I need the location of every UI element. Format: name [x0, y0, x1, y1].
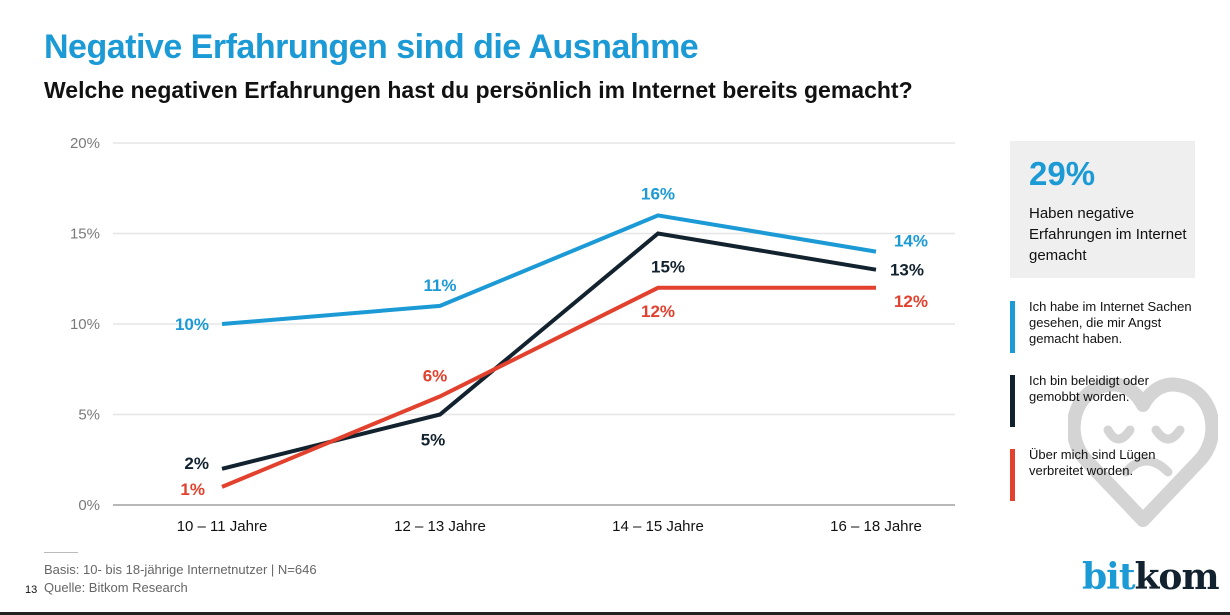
- legend-label: Ich bin beleidigt oder gemobbt worden.: [1029, 373, 1149, 404]
- page-number: 13: [25, 584, 38, 596]
- footer-source: Quelle: Bitkom Research: [44, 580, 188, 595]
- logo-part-bit: bit: [1082, 556, 1135, 598]
- y-axis-ticks: 0% 5% 10% 15% 20%: [70, 135, 100, 514]
- y-tick-label: 10%: [70, 316, 100, 333]
- data-label: 15%: [651, 258, 685, 277]
- page-subtitle: Welche negativen Erfahrungen hast du per…: [44, 77, 913, 103]
- line-chart: 0% 5% 10% 15% 20% 10 – 11 Jahre 12 – 13 Jahre…: [70, 135, 955, 535]
- heart-smile-icon: [1068, 377, 1218, 527]
- kpi-text: Haben negative Erfahrungen im Internet g…: [1029, 205, 1187, 264]
- page-title: Negative Erfahrungen sind die Ausnahme: [44, 28, 699, 66]
- y-tick-label: 5%: [78, 407, 100, 424]
- footer-divider: [44, 552, 78, 553]
- data-label: 12%: [641, 302, 675, 321]
- x-tick-label: 16 – 18 Jahre: [830, 518, 922, 535]
- logo-part-kom: kom: [1134, 556, 1219, 598]
- data-label: 1%: [180, 480, 205, 499]
- y-tick-label: 0%: [78, 497, 100, 514]
- data-label: 10%: [175, 315, 209, 334]
- x-tick-label: 10 – 11 Jahre: [177, 518, 268, 535]
- series-line: [221, 285, 876, 489]
- data-label: 14%: [894, 232, 928, 251]
- y-tick-label: 20%: [70, 135, 100, 152]
- x-axis-ticks: 10 – 11 Jahre 12 – 13 Jahre 14 – 15 Jahre 1…: [177, 518, 922, 535]
- data-label: 12%: [894, 292, 928, 311]
- data-label: 2%: [184, 454, 209, 473]
- legend-swatch: [1010, 301, 1015, 353]
- bottom-border: [0, 612, 1230, 615]
- grid-lines: [113, 142, 955, 506]
- data-labels: 10% 11% 16% 14% 2% 5% 15% 13% 1% 6% 12% 12%: [175, 184, 928, 499]
- x-tick-label: 14 – 15 Jahre: [612, 518, 704, 535]
- data-label: 11%: [423, 276, 456, 295]
- legend-swatch: [1010, 449, 1015, 501]
- data-label: 13%: [890, 261, 924, 280]
- x-tick-label: 12 – 13 Jahre: [394, 518, 486, 535]
- y-tick-label: 15%: [70, 226, 100, 243]
- kpi-box: 29% Haben negative Erfahrungen im Intern…: [1010, 141, 1195, 278]
- legend-label: Ich habe im Internet Sachen gesehen, die…: [1029, 299, 1192, 346]
- legend-swatch: [1010, 375, 1015, 427]
- series-line: [221, 231, 877, 471]
- footer-basis: Basis: 10- bis 18-jährige Internetnutzer…: [44, 562, 317, 577]
- series-line: [221, 213, 877, 326]
- series-lines: [221, 213, 877, 489]
- data-label: 6%: [423, 366, 448, 385]
- legend-label: Über mich sind Lügen verbreitet worden.: [1029, 447, 1156, 478]
- data-label: 5%: [421, 431, 446, 450]
- bitkom-logo: bitkom: [1082, 556, 1220, 598]
- data-label: 16%: [641, 184, 675, 203]
- kpi-value: 29%: [1029, 155, 1096, 192]
